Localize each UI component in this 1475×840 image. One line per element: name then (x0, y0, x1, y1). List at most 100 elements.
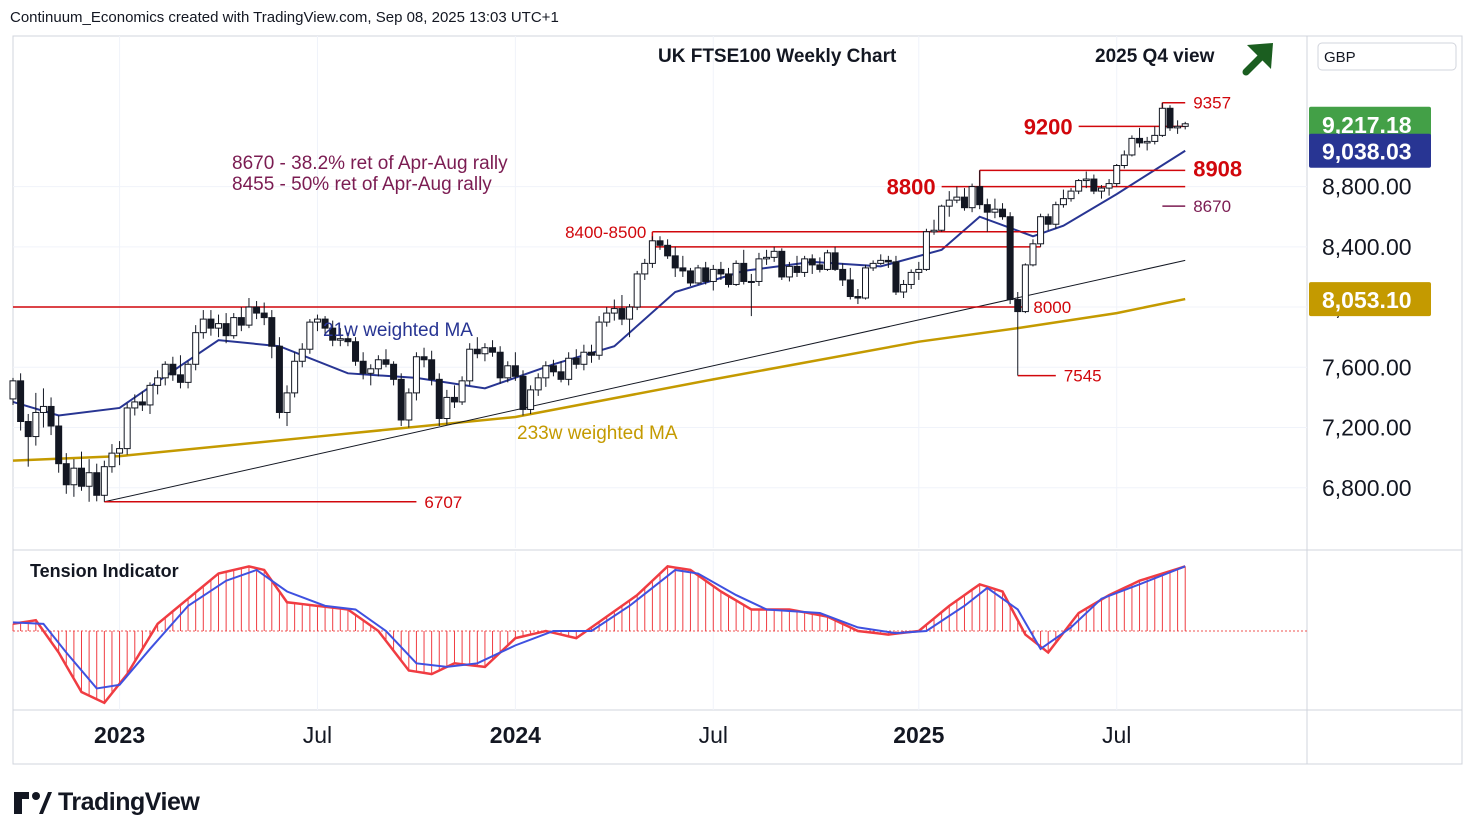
candle (260, 302, 268, 326)
candle-body (869, 262, 877, 269)
candle (785, 261, 793, 282)
candle-body (336, 338, 344, 341)
candle-body (298, 348, 306, 362)
candle (702, 261, 710, 285)
candle-body (496, 351, 504, 379)
candle-body (85, 472, 93, 487)
candle (587, 344, 595, 363)
candle-body (983, 204, 991, 213)
candle (496, 346, 504, 384)
candle (534, 373, 542, 396)
candle (664, 239, 672, 259)
candle (390, 361, 398, 386)
candle (146, 382, 154, 414)
candle-body (123, 407, 131, 450)
candle (610, 299, 618, 321)
candle (725, 267, 733, 288)
candle-body (633, 273, 641, 308)
candle (1021, 263, 1029, 314)
candle (275, 337, 283, 419)
candle (1113, 164, 1121, 187)
candle (55, 415, 63, 473)
candle-body (1113, 165, 1121, 185)
candle (823, 249, 831, 271)
candle-body (1059, 198, 1067, 206)
candle (717, 261, 725, 280)
candle-body (763, 256, 771, 260)
candle-body (435, 378, 443, 419)
candle-body (344, 338, 352, 343)
candle-body (24, 421, 32, 438)
candle (489, 340, 497, 357)
candle-body (359, 360, 367, 374)
candle (877, 254, 885, 265)
candle-body (717, 268, 725, 275)
candle-body (489, 347, 497, 353)
candle (481, 343, 489, 362)
candle (709, 264, 717, 291)
candle (1174, 120, 1182, 134)
candle-body (313, 318, 321, 323)
candle (641, 258, 649, 280)
candle-body (1143, 140, 1151, 144)
candle (359, 352, 367, 380)
candle (306, 319, 314, 354)
candle (32, 392, 40, 446)
candle (519, 370, 527, 416)
candle (62, 453, 70, 494)
candle (207, 310, 215, 336)
candle-body (93, 472, 101, 496)
candle-body (884, 259, 892, 263)
candle-body (116, 448, 124, 454)
candle-body (1128, 137, 1136, 156)
candle-body (222, 323, 230, 337)
candle (572, 349, 580, 369)
candle-body (534, 377, 542, 391)
candle (1014, 292, 1022, 376)
tension-line (12, 565, 1186, 705)
candle (1151, 126, 1159, 145)
tradingview-wordmark: TradingView (58, 788, 200, 816)
candle (960, 188, 968, 211)
candle (1128, 135, 1136, 157)
candle (352, 337, 360, 366)
candle (778, 248, 786, 280)
candle-body (504, 365, 512, 379)
candle-body (1075, 180, 1083, 192)
candle (557, 361, 565, 383)
candle (199, 310, 207, 339)
candle-body (108, 452, 116, 468)
tradingview-logo[interactable]: TradingView (14, 788, 200, 817)
x-tick-label: 2025 (893, 722, 944, 748)
tension-histogram (12, 566, 1186, 703)
candle (420, 347, 428, 368)
candle (374, 355, 382, 377)
candle (816, 257, 824, 273)
candle-body (481, 347, 489, 355)
level-label-8670: 8670 (1193, 197, 1231, 216)
chart-title: UK FTSE100 Weekly Chart (658, 46, 897, 67)
y-tick-label: 8,400.00 (1322, 234, 1412, 260)
price-badge (1309, 106, 1431, 141)
candle-body (626, 306, 634, 320)
y-tick-label: 8,800.00 (1322, 174, 1412, 200)
candle-body (55, 425, 63, 465)
candle (907, 269, 915, 289)
candle-body (938, 205, 946, 231)
candle (839, 263, 847, 286)
candle-body (892, 261, 900, 293)
arrow-head (1247, 43, 1273, 69)
candle-body (801, 258, 809, 273)
candle-body (549, 365, 557, 373)
candle (412, 352, 420, 401)
candle (869, 260, 877, 271)
candle (17, 373, 25, 431)
candle (626, 304, 634, 338)
outlook-arrow-icon (1242, 43, 1273, 76)
candle-body (877, 259, 885, 264)
candle-body (816, 264, 824, 270)
candle-body (778, 250, 786, 278)
candle-body (900, 283, 908, 293)
trendline (104, 259, 1186, 503)
